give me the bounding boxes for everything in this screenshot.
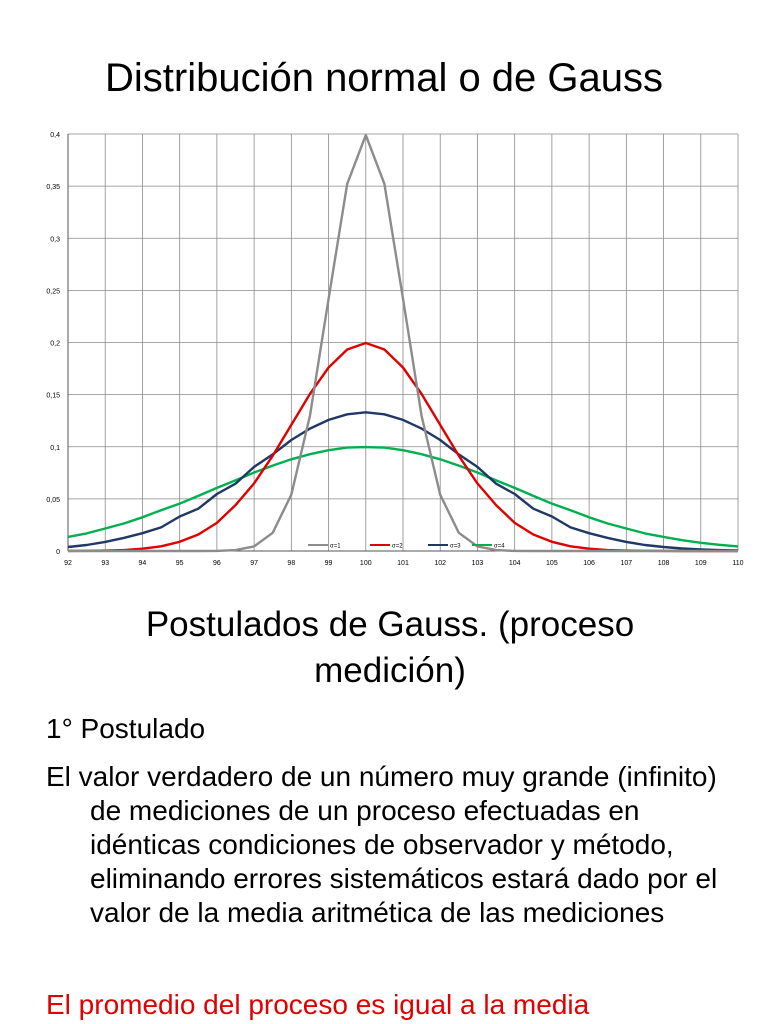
y-tick-label: 0,3 bbox=[50, 236, 60, 243]
x-tick-label: 100 bbox=[360, 560, 372, 567]
y-tick-label: 0,35 bbox=[46, 184, 60, 191]
y-tick-label: 0,25 bbox=[46, 288, 60, 295]
postulado-text: El valor verdadero de un número muy gran… bbox=[46, 761, 718, 928]
conclusion-text: El promedio del proceso es igual a la me… bbox=[46, 989, 590, 1020]
x-tick-label: 97 bbox=[250, 560, 258, 567]
x-tick-label: 92 bbox=[64, 560, 72, 567]
slide-title: Distribución normal o de Gauss bbox=[104, 56, 664, 100]
x-tick-label: 110 bbox=[732, 560, 743, 567]
y-tick-label: 0,2 bbox=[50, 341, 60, 348]
postulado-label: 1° Postulado bbox=[46, 713, 206, 744]
y-tick-label: 0,1 bbox=[50, 445, 60, 452]
gauss-distribution-chart: 92 93 94 95 96 97 98 99 100 101 102 103 104 105 106 107… bbox=[46, 132, 743, 567]
legend-label: σ=3 bbox=[450, 544, 461, 550]
section-heading-line-2: medición) bbox=[314, 651, 466, 690]
series-line bbox=[67, 445, 739, 548]
x-tick-label: 107 bbox=[620, 560, 632, 567]
legend-label: σ=1 bbox=[330, 544, 341, 550]
x-tick-label: 101 bbox=[397, 560, 409, 567]
x-tick-label: 102 bbox=[434, 560, 446, 567]
x-tick-label: 109 bbox=[695, 560, 707, 567]
x-tick-label: 108 bbox=[658, 560, 670, 567]
legend-label: σ=2 bbox=[392, 544, 403, 550]
y-tick-label: 0,15 bbox=[46, 393, 60, 400]
x-tick-label: 93 bbox=[101, 560, 109, 567]
x-tick-label: 105 bbox=[546, 560, 558, 567]
x-tick-label: 99 bbox=[325, 560, 333, 567]
legend-label: σ=4 bbox=[494, 544, 505, 550]
x-tick-label: 94 bbox=[139, 560, 147, 567]
y-tick-label: 0,05 bbox=[46, 497, 60, 504]
x-tick-label: 103 bbox=[472, 560, 484, 567]
x-tick-label: 96 bbox=[213, 560, 221, 567]
x-tick-label: 98 bbox=[287, 560, 295, 567]
section-heading: Postulados de Gauss. (proceso medición) bbox=[110, 602, 670, 694]
y-tick-label: 0 bbox=[56, 549, 60, 556]
x-tick-label: 95 bbox=[176, 560, 184, 567]
series-line bbox=[67, 411, 739, 552]
x-tick-label: 106 bbox=[583, 560, 595, 567]
series-line bbox=[68, 133, 738, 553]
y-tick-label: 0,4 bbox=[50, 132, 60, 139]
x-tick-label: 104 bbox=[509, 560, 521, 567]
section-heading-line-1: Postulados de Gauss. (proceso bbox=[145, 605, 635, 644]
